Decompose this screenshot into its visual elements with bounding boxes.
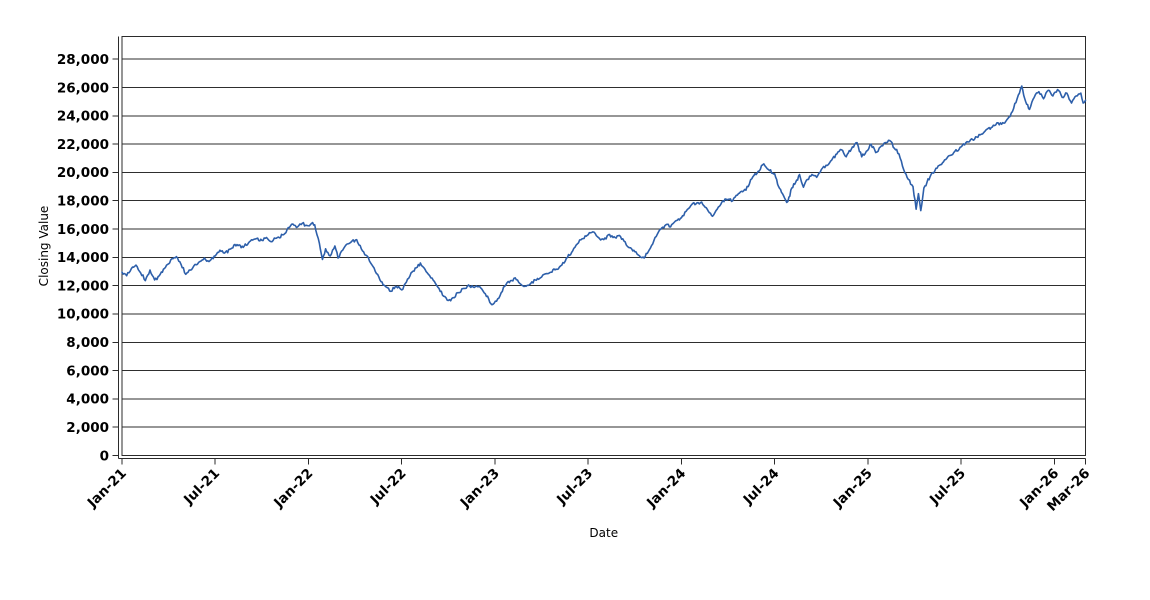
x-axis-title: Date	[589, 526, 618, 540]
y-tick-label: 10,000	[57, 307, 109, 323]
y-axis-title: Closing Value	[37, 206, 51, 287]
plot-frame	[121, 36, 1086, 456]
y-tick-label: 18,000	[57, 194, 109, 210]
axes	[118, 36, 1086, 459]
gridlines	[122, 58, 1086, 428]
y-tick-label: 4,000	[66, 392, 109, 408]
y-tick-label: 14,000	[57, 250, 109, 266]
y-tick-label: 20,000	[57, 165, 109, 181]
y-tick-label: 26,000	[57, 80, 109, 96]
y-tick-label: 12,000	[57, 278, 109, 294]
y-tick-label: 22,000	[57, 137, 109, 153]
y-tick-label: 24,000	[57, 109, 109, 125]
y-tick-label: 6,000	[66, 363, 109, 379]
y-tick-label: 0	[100, 448, 109, 464]
y-tick-label: 28,000	[57, 52, 109, 68]
y-tick-label: 16,000	[57, 222, 109, 238]
y-tick-label: 8,000	[66, 335, 109, 351]
y-tick-label: 2,000	[66, 420, 109, 436]
series-line	[121, 85, 1087, 306]
